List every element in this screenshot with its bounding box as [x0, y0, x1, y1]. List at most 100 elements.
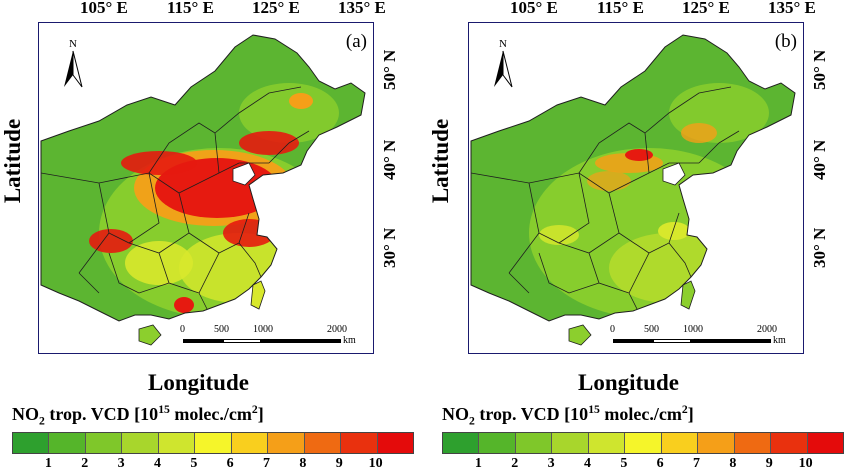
legend-value-label: 1 [44, 456, 52, 471]
lat-tick-a-30: 30° N [380, 227, 399, 268]
scale-tick-2000: 2000 [757, 324, 777, 335]
province-border [698, 130, 740, 164]
china-map-a [40, 34, 366, 346]
legend-value-label: 9 [765, 456, 773, 471]
longitude-title-b: Longitude [578, 370, 679, 395]
scale-tick-1000: 1000 [683, 324, 703, 335]
legend-value-label: 6 [226, 456, 234, 471]
legend-value-label: 7 [693, 456, 701, 471]
lat-tick-b-40: 40° N [810, 139, 829, 180]
legend-value-label: 5 [190, 456, 198, 471]
color-scale-b [442, 432, 844, 454]
legend-color-cell [479, 433, 516, 453]
scale-tick-500: 500 [214, 324, 229, 335]
legend-color-cell [231, 433, 269, 453]
map-panel-b: (b) N 0 500 1000 2000 km [468, 22, 804, 354]
taiwan-island [250, 280, 266, 310]
legend-color-cell [625, 433, 662, 453]
legend-color-cell [13, 433, 50, 453]
map-panel-a: (a) N 0 500 1000 2000 km [38, 22, 374, 354]
province-border [148, 122, 216, 174]
legend-color-cell [304, 433, 342, 453]
china-map-b [470, 34, 796, 346]
pollution-hotspot [625, 149, 653, 161]
legend-color-cell [122, 433, 159, 453]
lat-tick-b-50: 50° N [810, 49, 829, 90]
province-border [558, 192, 620, 254]
legend-color-cell [443, 433, 480, 453]
scale-tick-500: 500 [644, 324, 659, 335]
legend-color-cell [49, 433, 86, 453]
north-arrow-icon: N [64, 38, 83, 88]
legend-value-label: 4 [153, 456, 161, 471]
legend-value-label: 6 [656, 456, 664, 471]
latitude-title-a: Latitude [0, 118, 25, 204]
longitude-title-a: Longitude [148, 370, 249, 395]
lat-tick-a-40: 40° N [380, 139, 399, 180]
north-arrow-icon: N [494, 38, 513, 88]
province-border [538, 172, 590, 244]
legend-value-label: 3 [547, 456, 555, 471]
lon-tick-b-115: 115° E [597, 0, 644, 17]
legend-color-cell [771, 433, 808, 453]
legend-color-cell [341, 433, 378, 453]
legend-color-cell [158, 433, 196, 453]
scale-tick-1000: 1000 [253, 324, 273, 335]
hainan-island [568, 324, 592, 346]
lon-tick-a-115: 115° E [167, 0, 214, 17]
latitude-title-b: Latitude [428, 118, 453, 204]
scale-tick-0: 0 [610, 324, 615, 335]
province-border [618, 212, 680, 254]
lon-tick-a-105: 105° E [80, 0, 128, 17]
legend-color-cell [515, 433, 553, 453]
legend-value-label: 5 [620, 456, 628, 471]
province-border [128, 192, 190, 254]
legend-color-cell [552, 433, 589, 453]
legend-color-cell [661, 433, 699, 453]
province-border [588, 252, 650, 294]
province-border [41, 172, 180, 194]
legend-value-label: 1 [474, 456, 482, 471]
legend-value-label: 10 [798, 456, 813, 471]
legend-color-cell [698, 433, 735, 453]
legend-color-cell [195, 433, 232, 453]
legend-title-b: NO2 trop. VCD [1015 molec./cm2] [442, 403, 694, 428]
hainan-island [138, 324, 162, 346]
legend-color-cell [85, 433, 123, 453]
lon-tick-a-125: 125° E [252, 0, 300, 17]
panel-tag-a: (a) [345, 31, 367, 52]
lat-tick-a-50: 50° N [380, 49, 399, 90]
legend-color-cell [734, 433, 772, 453]
province-border [644, 86, 732, 174]
scale-unit: km [773, 335, 786, 346]
province-border [578, 122, 646, 174]
legend-value-label: 3 [117, 456, 125, 471]
bohai-sea [662, 162, 686, 186]
province-border [108, 252, 170, 294]
color-scale-a [12, 432, 414, 454]
svg-text:N: N [69, 38, 77, 50]
legend-color-cell [268, 433, 305, 453]
province-border [608, 162, 699, 194]
legend-value-label: 2 [511, 456, 519, 471]
scale-tick-2000: 2000 [327, 324, 347, 335]
legend-value-label: 4 [583, 456, 591, 471]
lon-tick-b-135: 135° E [768, 0, 816, 17]
lon-tick-b-125: 125° E [682, 0, 730, 17]
legend-color-cell [807, 433, 843, 453]
legend-value-label: 9 [335, 456, 343, 471]
legend-color-cell [588, 433, 626, 453]
legend-value-label: 8 [729, 456, 737, 471]
legend-value-label: 8 [299, 456, 307, 471]
taiwan-island [680, 280, 696, 310]
country-outline [470, 34, 796, 322]
province-border [178, 162, 269, 194]
province-border [668, 242, 692, 278]
province-border [538, 252, 600, 294]
legend-title-a: NO2 trop. VCD [1015 molec./cm2] [12, 403, 264, 428]
province-border [268, 130, 310, 164]
lon-tick-a-135: 135° E [338, 0, 386, 17]
province-border [78, 272, 100, 294]
bohai-sea [232, 162, 256, 186]
legend-value-label: 7 [263, 456, 271, 471]
